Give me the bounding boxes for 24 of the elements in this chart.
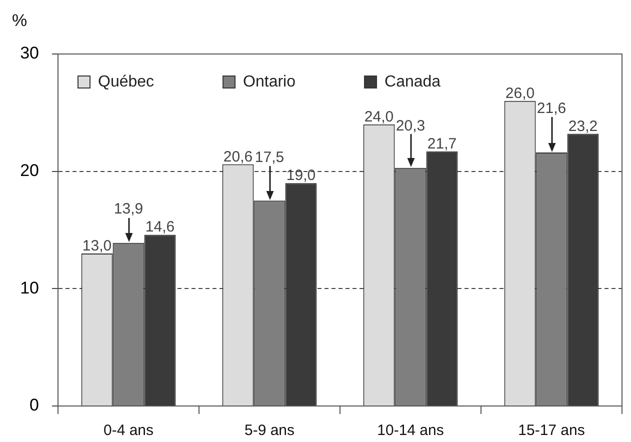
data-label: 21,7 [427, 135, 457, 152]
x-tick-label: 15-17 ans [518, 422, 585, 440]
data-label: 13,0 [82, 237, 112, 254]
legend-label: Ontario [243, 73, 296, 90]
data-label: 24,0 [364, 108, 394, 126]
y-tick-label: 10 [20, 278, 39, 298]
y-tick-label: 0 [30, 396, 39, 415]
legend-label: Canada [384, 73, 441, 90]
data-label: 20,3 [396, 117, 426, 134]
x-tick-label: 5-9 ans [244, 422, 295, 440]
data-label: 13,9 [114, 200, 144, 218]
data-label: 21,6 [536, 100, 566, 117]
data-label: 23,2 [568, 118, 598, 135]
y-axis-title: % [12, 11, 28, 31]
y-tick-label: 30 [20, 44, 39, 63]
x-tick-label: 0-4 ans [103, 422, 154, 440]
legend-label: Québec [98, 73, 154, 90]
data-label: 19,0 [286, 167, 316, 184]
x-tick-label: 10-14 ans [377, 422, 444, 440]
data-label: 14,6 [145, 218, 175, 236]
data-label: 17,5 [254, 149, 284, 166]
data-label: 26,0 [505, 84, 535, 102]
data-label: 20,6 [223, 148, 253, 166]
y-tick-label: 20 [20, 161, 39, 180]
